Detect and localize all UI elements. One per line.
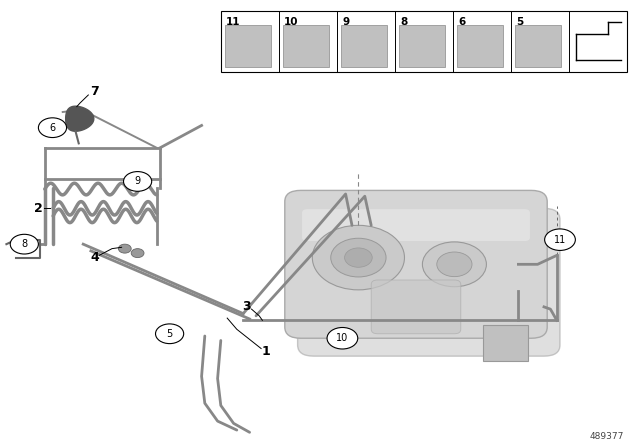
FancyBboxPatch shape [298, 208, 560, 356]
Circle shape [131, 249, 144, 258]
Circle shape [124, 172, 152, 191]
Bar [283, 25, 329, 67]
Bar [225, 25, 271, 67]
Text: 8: 8 [400, 17, 407, 26]
Bar [399, 25, 445, 67]
Text: 10: 10 [336, 333, 349, 343]
Text: 9: 9 [342, 17, 349, 26]
Text: 5: 5 [516, 17, 524, 26]
Bar [457, 25, 504, 67]
Circle shape [38, 118, 67, 138]
Text: 8: 8 [21, 239, 28, 249]
Text: 11: 11 [554, 235, 566, 245]
FancyBboxPatch shape [285, 190, 547, 338]
Bar [340, 25, 387, 67]
Text: 9: 9 [134, 177, 141, 186]
Text: 11: 11 [226, 17, 241, 26]
Bar [221, 11, 627, 72]
Circle shape [156, 324, 184, 344]
Text: 5: 5 [166, 329, 173, 339]
Bar [515, 25, 561, 67]
Text: 489377: 489377 [589, 432, 624, 441]
Circle shape [344, 248, 372, 267]
FancyBboxPatch shape [302, 209, 530, 241]
Text: 4: 4 [90, 251, 99, 264]
Circle shape [422, 242, 486, 287]
Circle shape [545, 229, 575, 250]
Text: 2: 2 [34, 202, 43, 215]
Circle shape [331, 238, 386, 277]
Text: 6: 6 [458, 17, 465, 26]
Text: 3: 3 [242, 300, 251, 314]
Circle shape [327, 327, 358, 349]
Text: 7: 7 [90, 85, 99, 99]
Text: 1: 1 [261, 345, 270, 358]
Polygon shape [66, 106, 94, 131]
Circle shape [436, 252, 472, 276]
FancyBboxPatch shape [371, 280, 461, 334]
FancyBboxPatch shape [483, 325, 528, 361]
Text: 10: 10 [284, 17, 298, 26]
Circle shape [10, 234, 38, 254]
Text: 6: 6 [49, 123, 56, 133]
Circle shape [118, 244, 131, 253]
Circle shape [312, 225, 404, 290]
